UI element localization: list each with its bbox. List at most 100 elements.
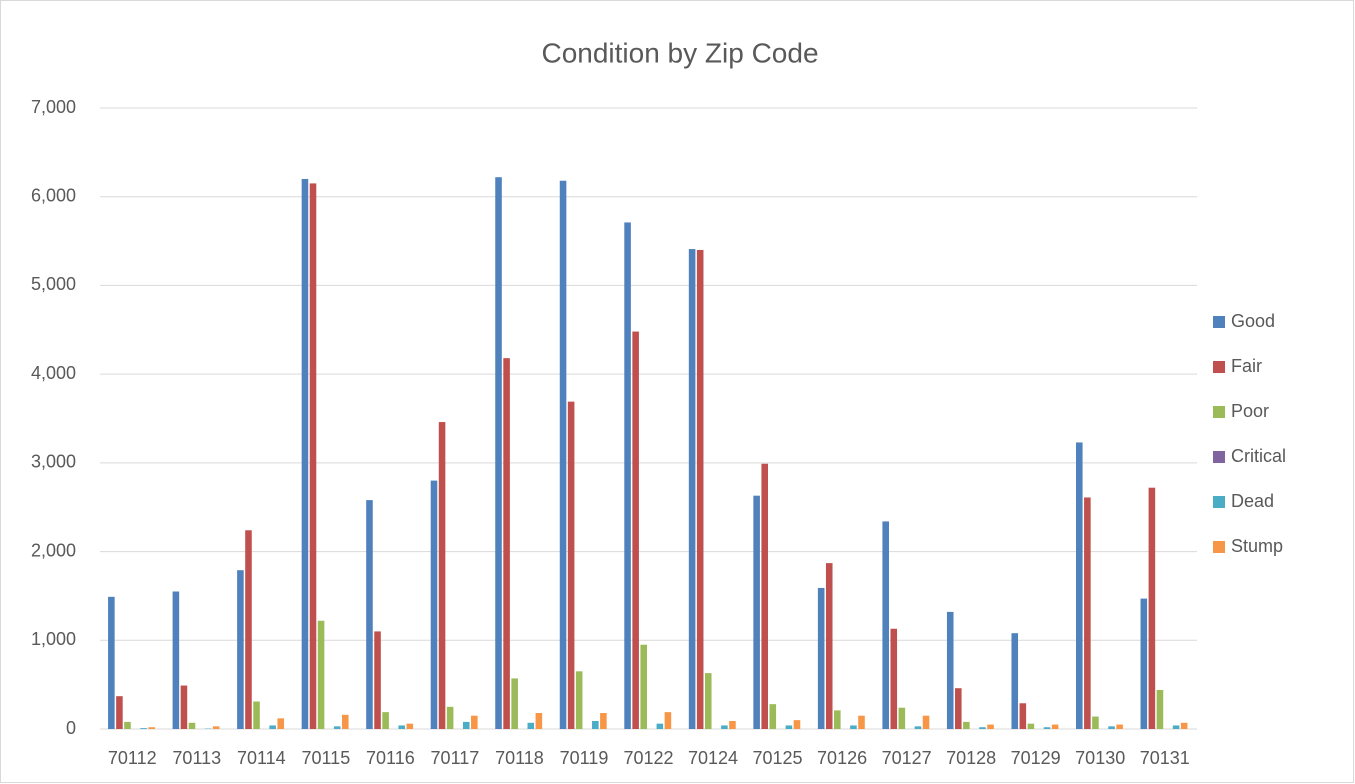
bar — [301, 178, 309, 729]
legend-label: Critical — [1231, 446, 1286, 466]
bar — [729, 721, 736, 729]
bar — [890, 628, 898, 729]
legend-swatch — [1213, 541, 1225, 553]
bar — [640, 644, 647, 729]
bar — [987, 724, 994, 729]
legend-label: Dead — [1231, 491, 1274, 511]
x-tick-label: 70124 — [688, 748, 738, 768]
bar — [1180, 722, 1188, 729]
bar — [664, 712, 672, 729]
bar — [600, 713, 607, 729]
bar — [253, 701, 260, 729]
bar — [341, 714, 349, 729]
legend-swatch — [1213, 361, 1225, 373]
y-tick-label: 4,000 — [31, 363, 76, 383]
legend-swatch — [1213, 451, 1225, 463]
y-tick-label: 7,000 — [31, 97, 76, 117]
bar — [850, 725, 857, 729]
bar — [898, 707, 906, 729]
bar — [1116, 724, 1123, 729]
bar — [1051, 724, 1059, 729]
legend-swatch — [1213, 316, 1225, 328]
bar — [398, 725, 406, 729]
bar — [955, 688, 962, 729]
bar — [721, 725, 728, 729]
bar — [471, 715, 478, 729]
bar — [1172, 725, 1180, 729]
x-tick-label: 70112 — [108, 748, 157, 768]
x-tick-label: 70119 — [560, 748, 609, 768]
bar — [922, 715, 930, 729]
x-tick-label: 70117 — [431, 748, 480, 768]
x-tick-label: 70130 — [1075, 748, 1125, 768]
x-tick-label: 70122 — [623, 748, 673, 768]
bar — [140, 728, 147, 729]
bar — [761, 463, 768, 729]
bar — [656, 723, 664, 729]
bar — [882, 521, 889, 729]
bar — [148, 727, 155, 729]
bar — [309, 183, 317, 729]
x-tick-label: 70114 — [237, 748, 286, 768]
y-tick-label: 2,000 — [31, 540, 76, 560]
x-tick-label: 70131 — [1140, 748, 1190, 768]
bar — [1043, 727, 1051, 729]
legend-label: Fair — [1231, 356, 1262, 376]
x-tick-label: 70115 — [301, 748, 350, 768]
bar — [1156, 689, 1164, 729]
bar — [511, 678, 518, 729]
bar — [333, 726, 341, 729]
bar — [366, 500, 373, 729]
bar — [406, 723, 414, 729]
bar — [704, 673, 712, 729]
bar — [535, 713, 543, 729]
bar — [317, 620, 325, 729]
bar — [237, 570, 244, 729]
bar — [914, 726, 922, 729]
y-tick-label: 3,000 — [31, 452, 76, 472]
bar — [124, 721, 131, 729]
bar — [1011, 633, 1019, 729]
bar — [108, 596, 115, 729]
bar — [188, 722, 196, 729]
bar — [825, 563, 833, 729]
bar — [527, 722, 535, 729]
bar — [575, 671, 583, 729]
y-tick-label: 1,000 — [31, 629, 76, 649]
x-tick-label: 70118 — [495, 748, 544, 768]
bar — [1148, 487, 1156, 729]
legend-swatch — [1213, 496, 1225, 508]
bar — [946, 611, 954, 729]
x-tick-label: 70113 — [172, 748, 221, 768]
bar — [963, 721, 970, 729]
x-tick-label: 70125 — [753, 748, 803, 768]
bar — [374, 631, 381, 729]
bar — [1076, 442, 1083, 729]
bar — [180, 685, 188, 729]
x-tick-label: 70129 — [1011, 748, 1061, 768]
bar — [172, 591, 180, 729]
bar — [116, 696, 123, 729]
legend-label: Poor — [1231, 401, 1269, 421]
bar — [858, 715, 865, 729]
legend-swatch — [1213, 406, 1225, 418]
bar — [462, 721, 470, 729]
x-tick-label: 70126 — [817, 748, 867, 768]
y-tick-label: 5,000 — [31, 274, 76, 294]
bar — [785, 725, 793, 729]
bar — [592, 721, 599, 729]
bar — [277, 718, 285, 729]
bar — [503, 358, 510, 729]
bar — [438, 422, 446, 729]
bar — [979, 727, 986, 729]
bar — [269, 725, 276, 729]
bar — [769, 704, 777, 729]
bar — [1140, 598, 1148, 729]
bar — [688, 249, 696, 729]
bar — [753, 495, 760, 729]
bar — [1092, 716, 1099, 729]
x-tick-label: 70116 — [366, 748, 415, 768]
bar — [559, 180, 567, 729]
